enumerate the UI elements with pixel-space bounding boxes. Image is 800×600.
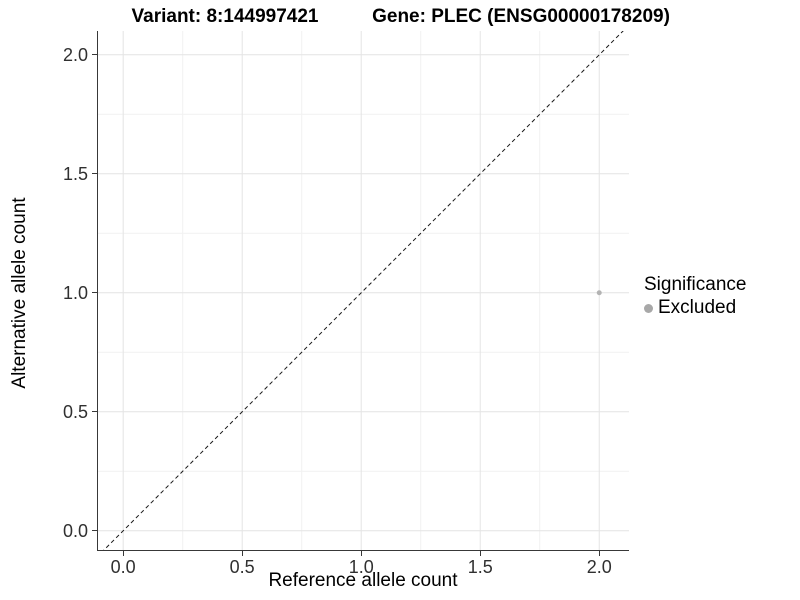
x-tick-label: 0.5 bbox=[229, 557, 255, 577]
legend-item-excluded: Excluded bbox=[644, 298, 746, 318]
legend-title: Significance bbox=[644, 274, 747, 295]
x-tick-label: 1.5 bbox=[467, 557, 493, 577]
y-tick-label: 1.5 bbox=[62, 163, 88, 184]
plot-panel bbox=[97, 31, 629, 551]
y-tick-label: 2.0 bbox=[62, 44, 88, 65]
x-tick-mark bbox=[479, 551, 481, 556]
x-tick-mark bbox=[598, 551, 600, 556]
excluded-point-icon bbox=[644, 303, 653, 313]
gene-title: Gene: PLEC (ENSG00000178209) bbox=[372, 6, 670, 27]
y-tick-label: 1.0 bbox=[62, 282, 88, 303]
data-point bbox=[596, 290, 602, 296]
y-tick-label: 0.0 bbox=[62, 520, 88, 541]
x-axis-title: Reference allele count bbox=[268, 570, 458, 591]
x-tick-mark bbox=[241, 551, 243, 556]
identity-reference-line bbox=[102, 31, 624, 551]
variant-title: Variant: 8:144997421 bbox=[131, 6, 319, 27]
plot-panel-svg bbox=[97, 31, 629, 551]
x-tick-mark bbox=[122, 551, 124, 556]
x-tick-label: 0.0 bbox=[110, 557, 136, 577]
y-tick-mark bbox=[92, 54, 97, 56]
legend-item-label: Excluded bbox=[658, 297, 737, 318]
legend: Significance Excluded bbox=[644, 274, 746, 318]
y-tick-mark bbox=[92, 173, 97, 175]
x-tick-mark bbox=[360, 551, 362, 556]
y-axis-title: Alternative allele count bbox=[9, 197, 30, 389]
y-tick-mark bbox=[92, 292, 97, 294]
y-tick-mark bbox=[92, 530, 97, 532]
y-tick-mark bbox=[92, 411, 97, 413]
x-tick-label: 2.0 bbox=[586, 557, 612, 577]
x-tick-label: 1.0 bbox=[348, 557, 374, 577]
y-tick-label: 0.5 bbox=[62, 401, 88, 422]
